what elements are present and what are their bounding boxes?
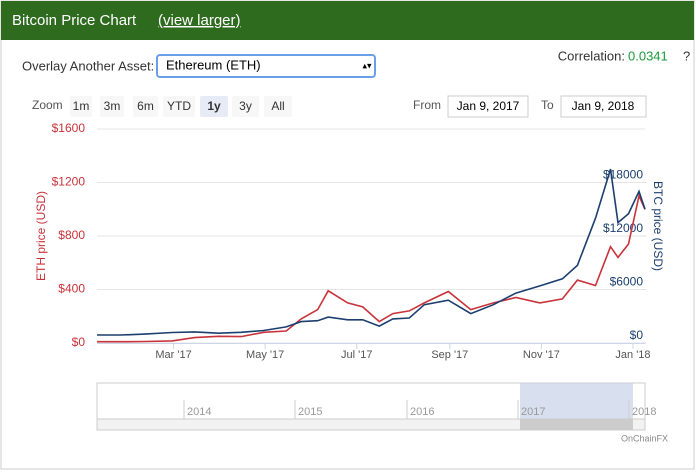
zoom-button-label: YTD <box>167 99 191 113</box>
scrollbar[interactable] <box>96 418 646 431</box>
help-icon[interactable]: ? <box>683 48 690 63</box>
correlation-value: 0.0341 <box>628 48 668 63</box>
y-axis-title: ETH price (USD) <box>34 191 48 281</box>
from-input[interactable] <box>447 95 529 118</box>
zoom-button-label: 3y <box>239 99 252 113</box>
y-tick-label: $0 <box>72 335 86 349</box>
credit: OnChainFX <box>621 433 668 443</box>
x-tick-label: Jan '18 <box>615 349 650 361</box>
navigator-year: 2014 <box>187 406 211 418</box>
overlay-select[interactable] <box>156 54 376 78</box>
x-tick-label: Jul '17 <box>341 349 372 361</box>
zoom-button-label: 6m <box>137 99 154 113</box>
navigator-year: 2018 <box>632 406 656 418</box>
header <box>1 1 694 40</box>
y-tick-label: $400 <box>58 282 85 296</box>
zoom-button[interactable] <box>70 96 92 117</box>
from-label: From <box>413 98 441 112</box>
navigator-selection[interactable] <box>520 383 633 419</box>
select-arrows: ▴▾ <box>362 60 372 70</box>
x-tick-label: Nov '17 <box>523 349 560 361</box>
zoom-button-label: All <box>271 99 284 113</box>
series-line <box>97 168 646 336</box>
scrollbar-thumb[interactable] <box>520 419 633 430</box>
y2-tick-label: $6000 <box>610 275 644 289</box>
overlay-label: Overlay Another Asset: <box>22 58 154 73</box>
title: Bitcoin Price Chart <box>12 12 137 29</box>
x-tick-label: Sep '17 <box>431 349 468 361</box>
zoom-button[interactable] <box>133 96 158 117</box>
from-value: Jan 9, 2017 <box>457 99 520 113</box>
y-tick-label: $800 <box>58 228 85 242</box>
y2-axis-title: BTC price (USD) <box>651 181 665 271</box>
x-tick-label: Mar '17 <box>155 349 191 361</box>
navigator-year: 2017 <box>521 406 545 418</box>
zoom-button[interactable] <box>163 96 195 117</box>
zoom-button-label: 1m <box>73 99 90 113</box>
y2-tick-label: $0 <box>630 328 644 342</box>
zoom-button[interactable] <box>232 96 259 117</box>
y2-tick-label: $18000 <box>603 168 643 182</box>
overlay-value: Ethereum (ETH) <box>166 57 261 72</box>
correlation-label: Correlation: <box>558 48 625 63</box>
x-tick-label: May '17 <box>246 349 284 361</box>
zoom-button[interactable] <box>264 96 292 117</box>
series-line <box>97 193 646 343</box>
y-tick-label: $1600 <box>52 121 86 135</box>
zoom-button-label: 1y <box>207 99 221 113</box>
zoom-label: Zoom <box>32 98 63 112</box>
zoom-button-label: 3m <box>104 99 121 113</box>
y-tick-label: $1200 <box>52 175 86 189</box>
to-label: To <box>541 98 554 112</box>
view-larger-link[interactable]: (view larger) <box>158 12 241 29</box>
navigator-year: 2016 <box>410 406 434 418</box>
zoom-button[interactable] <box>200 96 228 117</box>
zoom-button[interactable] <box>100 96 124 117</box>
to-input[interactable] <box>560 95 647 118</box>
navigator-year: 2015 <box>298 406 322 418</box>
to-value: Jan 9, 2018 <box>572 99 635 113</box>
y2-tick-label: $12000 <box>603 221 643 235</box>
